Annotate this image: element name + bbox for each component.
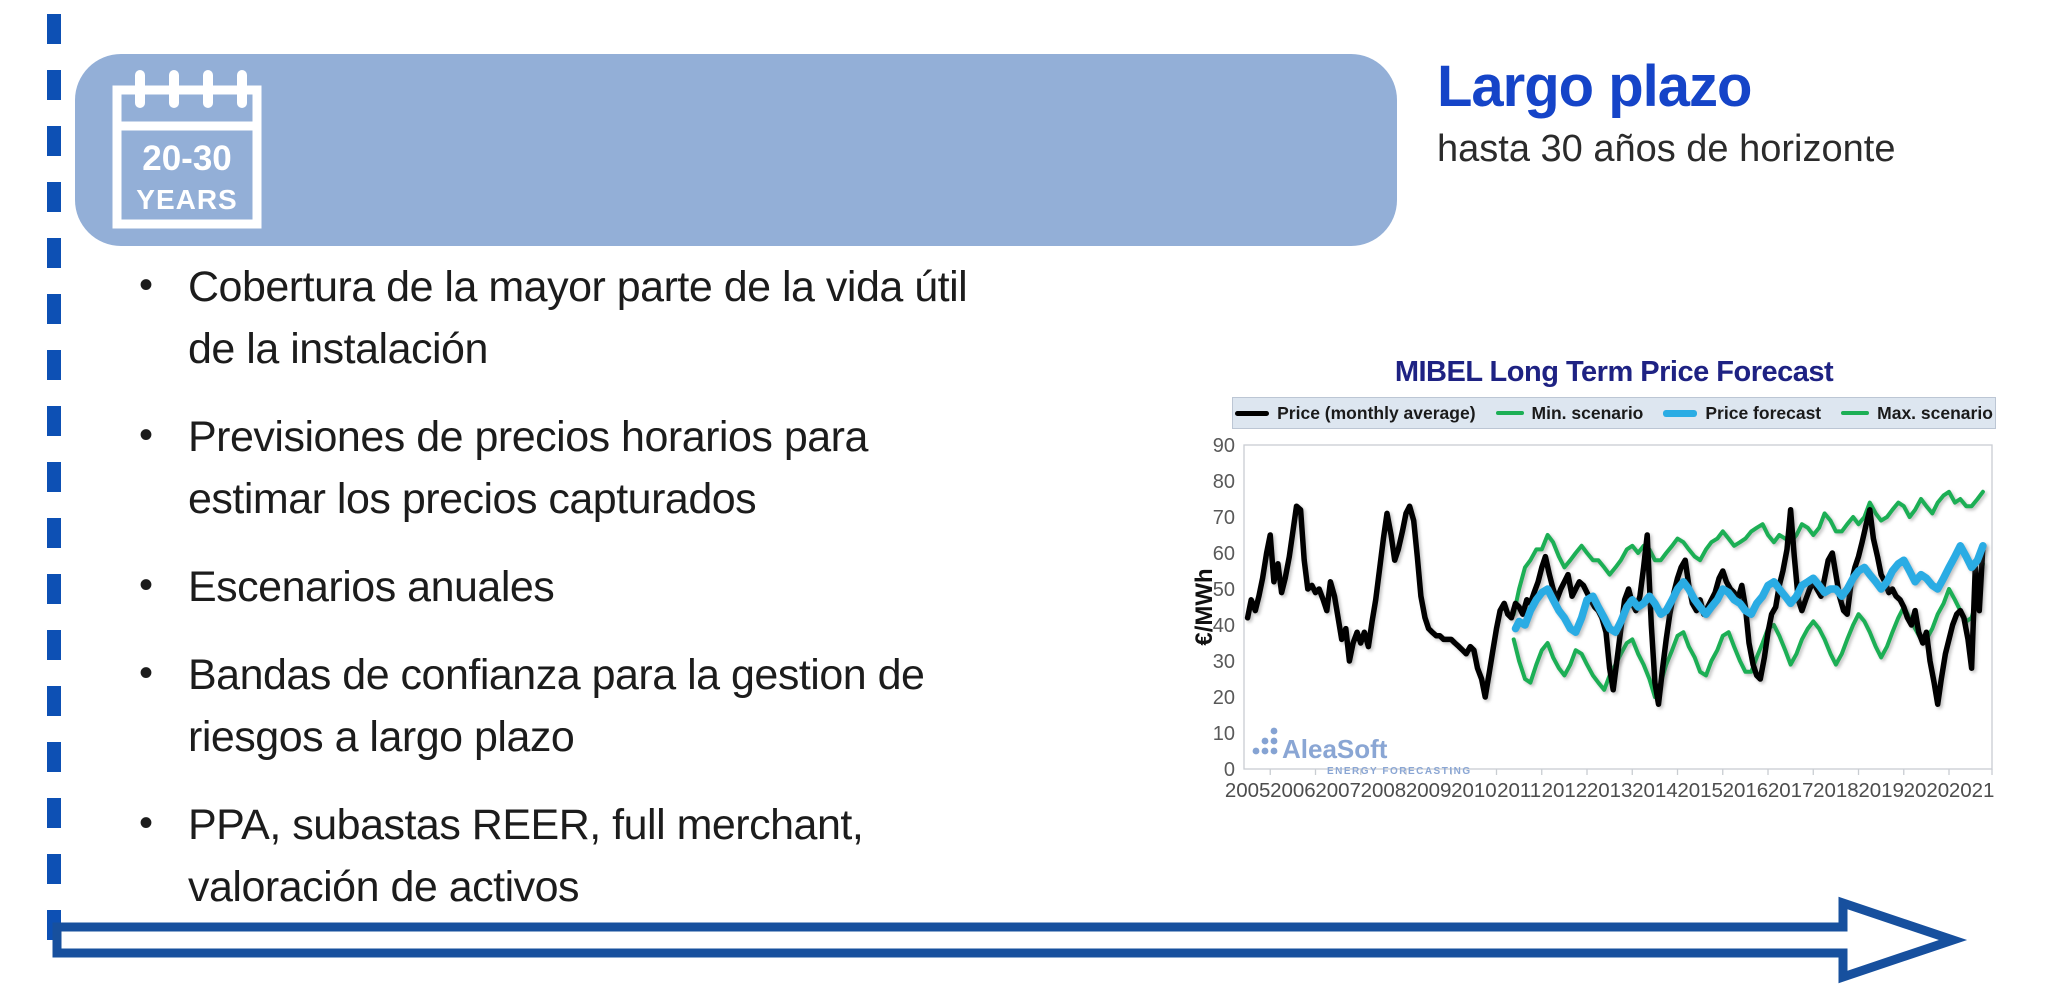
badge-years-word: YEARS xyxy=(136,184,237,215)
legend-item-price-forecast: Price forecast xyxy=(1663,403,1821,424)
svg-text:2014: 2014 xyxy=(1632,779,1678,802)
legend-item-min-scenario: Min. scenario xyxy=(1495,402,1644,424)
svg-text:2008: 2008 xyxy=(1361,779,1407,802)
y-axis-label: €/MWh xyxy=(1192,568,1218,645)
svg-text:80: 80 xyxy=(1213,471,1235,493)
legend-swatch-max-scenario xyxy=(1841,411,1870,415)
legend-label-price-forecast: Price forecast xyxy=(1705,402,1822,423)
title-block: Largo plazo hasta 30 años de horizonte xyxy=(1437,56,1895,171)
svg-text:0: 0 xyxy=(1224,759,1235,781)
page-subtitle: hasta 30 años de horizonte xyxy=(1437,128,1896,170)
bullet-list: Cobertura de la mayor parte de la vida ú… xyxy=(133,254,1153,944)
svg-text:40: 40 xyxy=(1213,615,1235,637)
bullet-item-hourly-forecasts: Previsiones de precios horarios para est… xyxy=(133,404,1153,530)
svg-text:2017: 2017 xyxy=(1768,779,1814,802)
bullet-item-annual-scenarios: Escenarios anuales xyxy=(133,554,1153,618)
svg-text:2021: 2021 xyxy=(1949,779,1995,802)
svg-text:2016: 2016 xyxy=(1723,779,1769,802)
badge-years-range: 20-30 xyxy=(142,139,232,178)
svg-text:60: 60 xyxy=(1213,543,1235,565)
svg-text:2012: 2012 xyxy=(1542,779,1588,802)
watermark-tagline: ENERGY FORECASTING xyxy=(1327,766,1472,777)
svg-text:2005: 2005 xyxy=(1225,779,1271,802)
bullet-item-ppa: PPA, subastas REER, full merchant, valor… xyxy=(133,792,1153,918)
mibel-forecast-chart: MIBEL Long Term Price Forecast Price (mo… xyxy=(1192,356,2004,811)
chart-legend: Price (monthly average) Min. scenario Pr… xyxy=(1232,397,1996,429)
svg-text:2013: 2013 xyxy=(1587,779,1633,802)
watermark-name: AleaSoft xyxy=(1282,734,1388,764)
svg-text:10: 10 xyxy=(1213,723,1235,745)
legend-swatch-price xyxy=(1235,410,1270,416)
svg-text:20: 20 xyxy=(1213,687,1235,709)
svg-text:2006: 2006 xyxy=(1270,779,1316,802)
aleasoft-watermark: AleaSoft ENERGY FORECASTING xyxy=(1252,727,1472,777)
svg-text:2015: 2015 xyxy=(1677,779,1723,802)
bullet-item-coverage: Cobertura de la mayor parte de la vida ú… xyxy=(133,254,1153,380)
svg-text:90: 90 xyxy=(1213,435,1235,457)
legend-item-max-scenario: Max. scenario xyxy=(1841,403,1993,424)
svg-text:2009: 2009 xyxy=(1406,779,1452,802)
legend-swatch-price-forecast xyxy=(1663,409,1698,417)
legend-label-max-scenario: Max. scenario xyxy=(1877,402,1993,423)
calendar-icon: 20-30 YEARS xyxy=(112,70,262,229)
svg-text:50: 50 xyxy=(1213,579,1235,601)
chart-title: MIBEL Long Term Price Forecast xyxy=(1394,356,1834,388)
svg-text:2020: 2020 xyxy=(1904,779,1950,802)
svg-text:2010: 2010 xyxy=(1451,779,1497,802)
svg-text:2011: 2011 xyxy=(1497,779,1541,802)
page-title: Largo plazo xyxy=(1437,54,1752,119)
svg-text:2007: 2007 xyxy=(1315,779,1361,802)
timeline-arrow xyxy=(52,896,1968,984)
legend-label-min-scenario: Min. scenario xyxy=(1531,402,1644,423)
bullet-item-confidence-bands: Bandas de confianza para la gestion de r… xyxy=(133,642,1153,768)
svg-text:70: 70 xyxy=(1213,507,1235,529)
header-pill: 20-30 YEARS xyxy=(75,54,1397,246)
timeline-dashed-line xyxy=(47,14,61,960)
svg-text:2018: 2018 xyxy=(1813,779,1859,802)
legend-label-price: Price (monthly average) xyxy=(1277,402,1476,423)
svg-text:30: 30 xyxy=(1213,651,1235,673)
legend-swatch-min-scenario xyxy=(1495,411,1524,415)
legend-item-price: Price (monthly average) xyxy=(1235,402,1476,424)
svg-text:2019: 2019 xyxy=(1858,779,1904,802)
